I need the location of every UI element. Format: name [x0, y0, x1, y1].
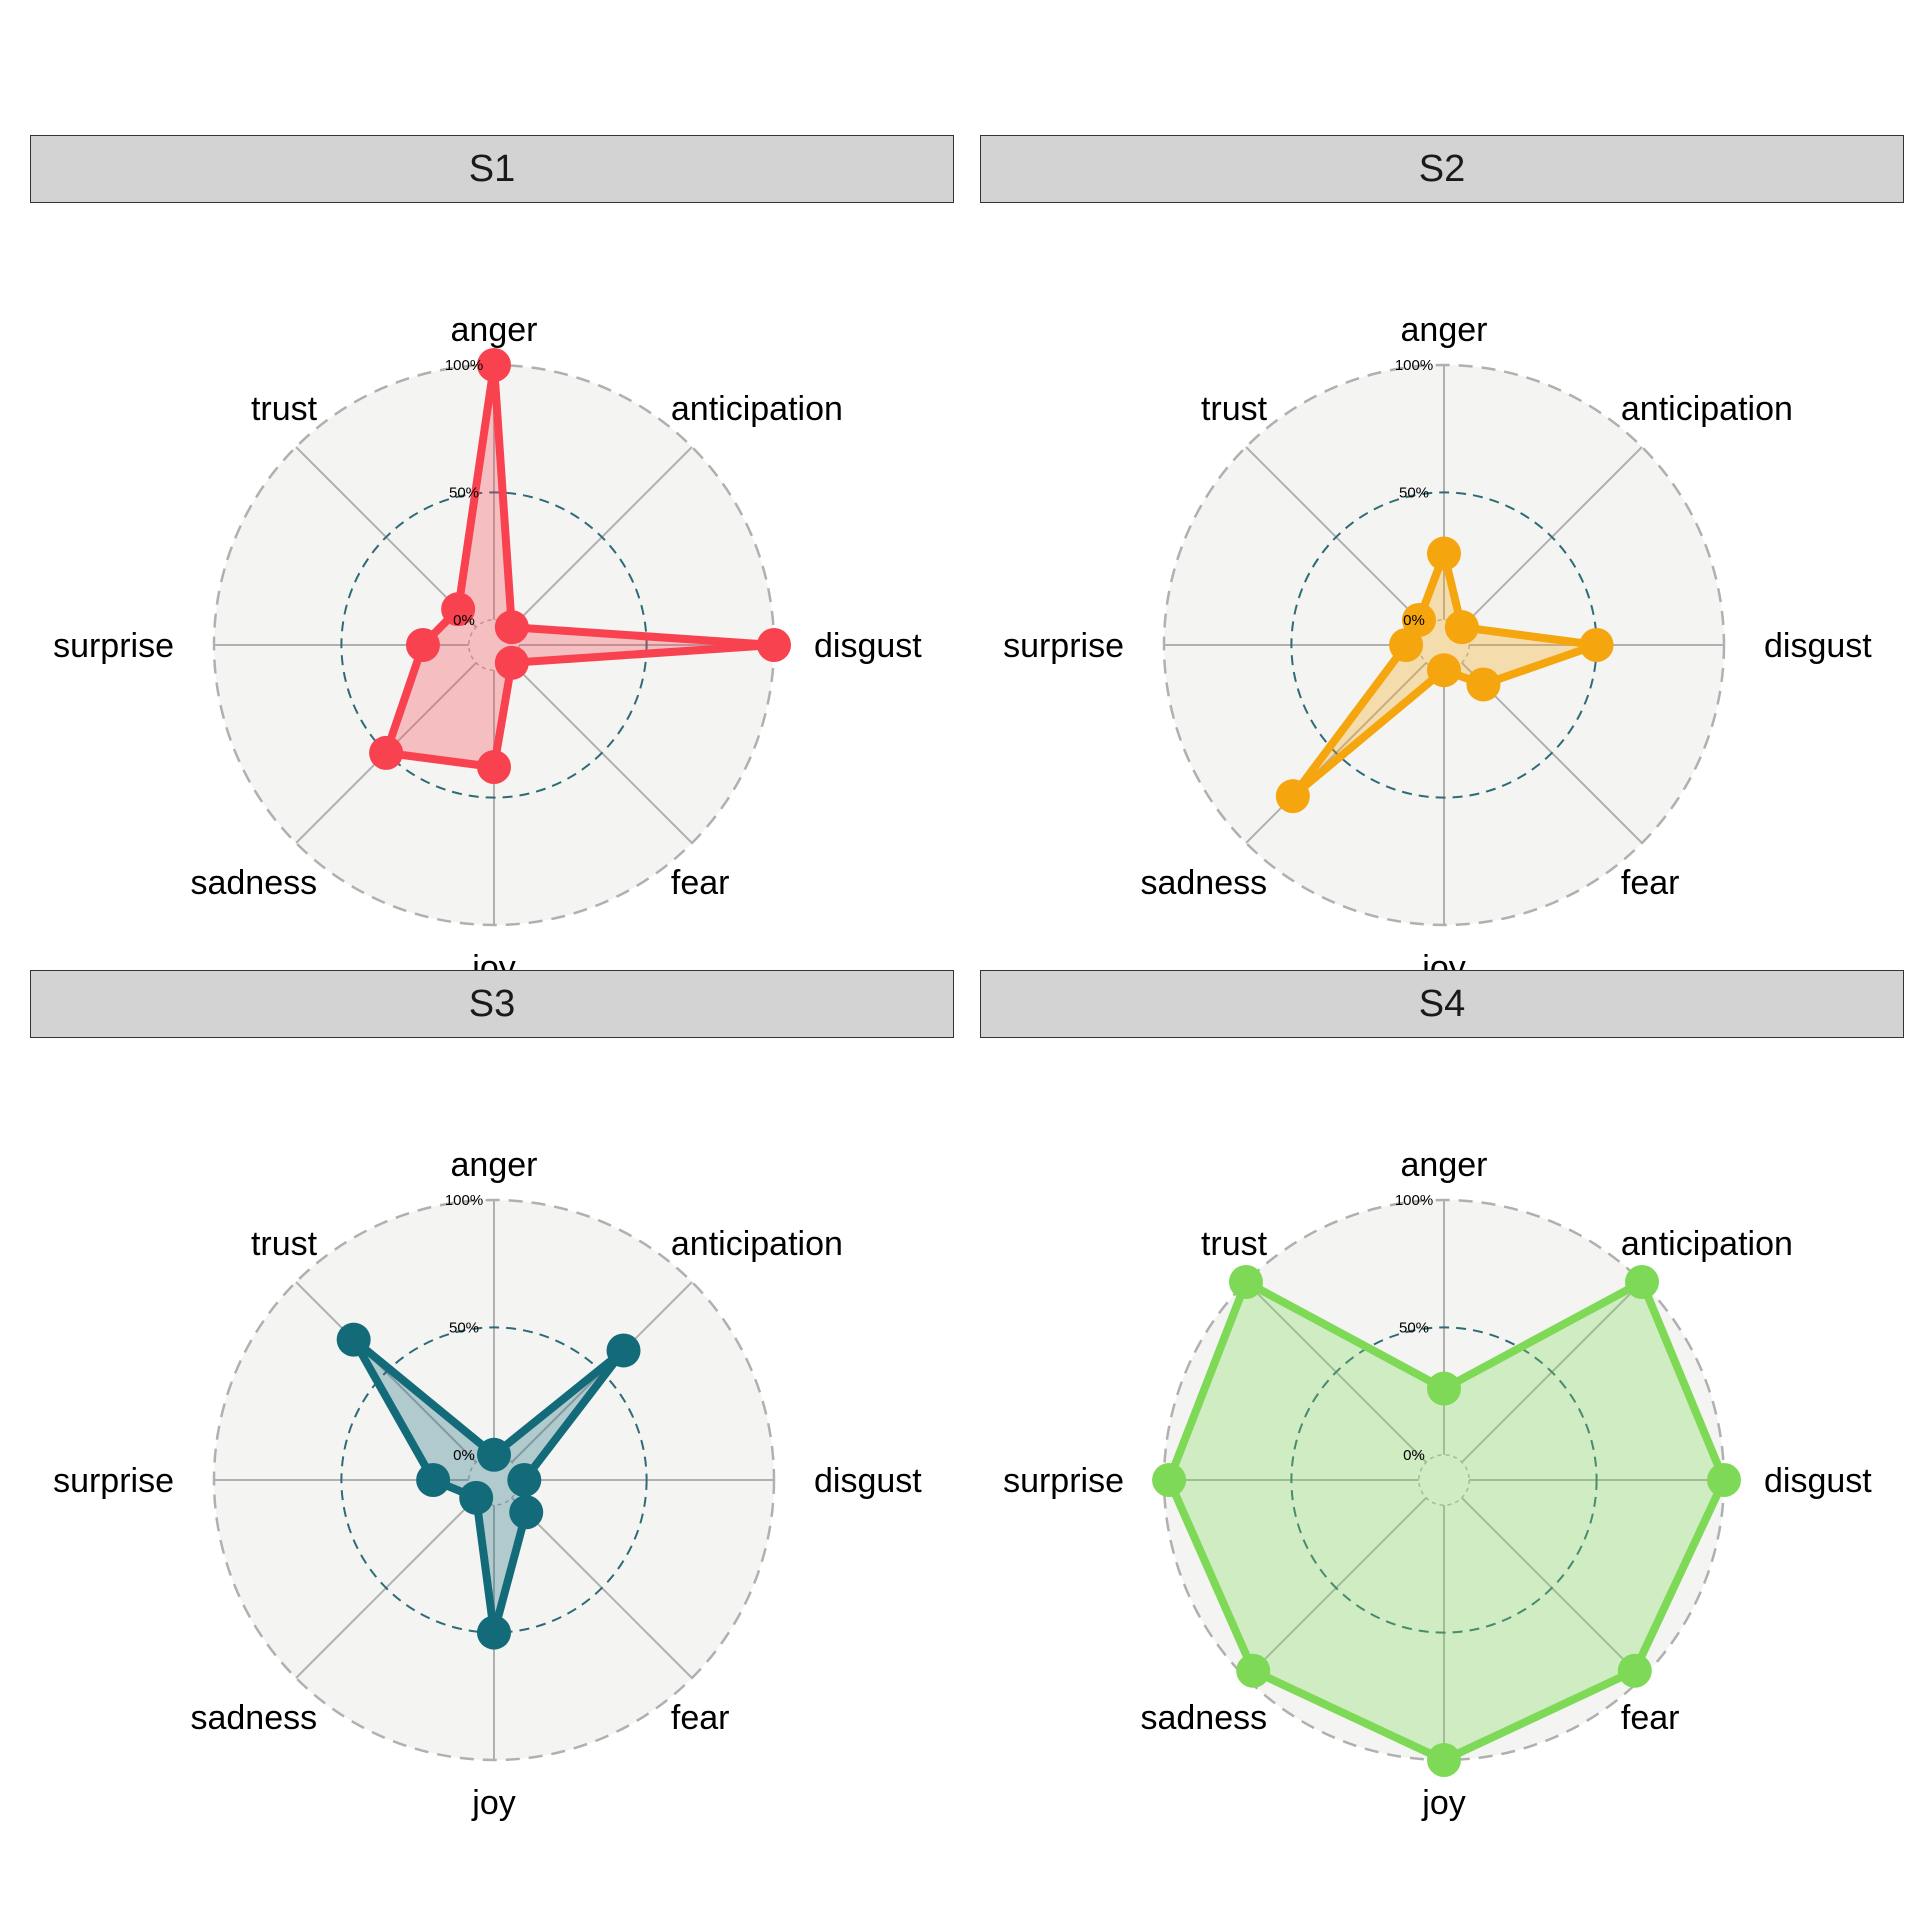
axis-label-trust: trust — [1201, 390, 1268, 428]
facet-title: S2 — [1418, 147, 1466, 190]
axis-label-anticipation: anticipation — [671, 1225, 843, 1263]
axis-label-disgust: disgust — [814, 627, 922, 665]
facet-panel-s1: S1 100% 50% 0% anger anticipation disgust fear… — [30, 135, 972, 987]
data-point — [369, 735, 404, 770]
data-point — [336, 1322, 371, 1357]
facet-strip: S1 — [30, 135, 954, 203]
data-point — [477, 348, 511, 382]
axis-label-surprise: surprise — [53, 1462, 174, 1500]
facet-panel-s2: S2 100% 50% 0% anger anticipation disgust fear… — [980, 135, 1920, 987]
axis-label-anger: anger — [1401, 1146, 1488, 1184]
data-point — [1617, 1653, 1652, 1688]
radial-tick-label: 100% — [445, 1192, 483, 1209]
data-point — [1152, 1463, 1187, 1497]
data-point — [1579, 628, 1614, 662]
facet-panel-s3: S3 100% 50% 0% anger anticipation disgust fear… — [30, 970, 972, 1822]
data-point — [1427, 653, 1461, 688]
grid-ring-100 — [1162, 363, 1726, 927]
axis-label-sadness: sadness — [190, 864, 317, 902]
data-point — [441, 592, 476, 627]
data-point — [477, 1615, 511, 1650]
axis-label-fear: fear — [671, 1699, 730, 1737]
grid-ring-50 — [1290, 1326, 1598, 1634]
data-point — [509, 1495, 544, 1530]
facet-panel-s4: S4 100% 50% 0% anger anticipation disgust fear… — [980, 970, 1920, 1822]
radial-tick-label: 100% — [1395, 1192, 1433, 1209]
axis-label-disgust: disgust — [1764, 1462, 1872, 1500]
radial-tick-label: 50% — [1399, 1319, 1429, 1336]
data-point — [1229, 1265, 1264, 1300]
radial-tick-label: 50% — [449, 484, 479, 501]
axis-label-disgust: disgust — [814, 1462, 922, 1500]
axis-label-joy: joy — [1421, 1784, 1465, 1822]
axis-label-surprise: surprise — [1003, 627, 1124, 665]
axis-label-anger: anger — [451, 1146, 538, 1184]
data-point — [459, 1480, 494, 1515]
data-point — [507, 1463, 542, 1497]
axis-label-surprise: surprise — [1003, 1462, 1124, 1500]
radar-chart: 100% 50% 0% anger anticipation disgust fear joy… — [53, 1146, 922, 1822]
grid-ring-0 — [468, 619, 520, 671]
axis-label-joy: joy — [471, 1784, 515, 1822]
radial-tick-label: 50% — [449, 1319, 479, 1336]
axis-label-anticipation: anticipation — [1621, 390, 1793, 428]
axis-label-trust: trust — [251, 390, 318, 428]
grid-ring-0 — [1418, 1454, 1470, 1506]
radial-tick-label: 100% — [1395, 357, 1433, 374]
axis-label-anticipation: anticipation — [671, 390, 843, 428]
axis-label-disgust: disgust — [1764, 627, 1872, 665]
data-point — [494, 645, 529, 680]
axis-label-anticipation: anticipation — [1621, 1225, 1793, 1263]
axis-label-anger: anger — [451, 311, 538, 349]
axis-label-anger: anger — [1401, 311, 1488, 349]
data-point — [1624, 1265, 1659, 1300]
axis-label-trust: trust — [1201, 1225, 1268, 1263]
radar-chart: 100% 50% 0% anger anticipation disgust fear joy… — [1003, 1146, 1872, 1822]
data-point — [477, 1437, 511, 1472]
grid-ring-0 — [1418, 619, 1470, 671]
data-point — [606, 1333, 641, 1368]
facet-strip: S3 — [30, 970, 954, 1038]
axis-label-sadness: sadness — [1140, 864, 1267, 902]
radial-tick-label: 0% — [453, 1447, 475, 1464]
data-point — [1444, 610, 1479, 645]
data-point — [1427, 1743, 1461, 1777]
axis-label-fear: fear — [1621, 1699, 1680, 1737]
data-point — [1236, 1653, 1271, 1688]
radar-chart: 100%50%0%angeranticipationdisgustfearjoy… — [1003, 311, 1872, 987]
data-point — [1427, 1371, 1461, 1406]
axis-label-fear: fear — [671, 864, 730, 902]
axis-label-sadness: sadness — [190, 1699, 317, 1737]
data-point — [1707, 1463, 1741, 1497]
axis-label-surprise: surprise — [53, 627, 174, 665]
data-point — [757, 628, 791, 662]
axis-label-trust: trust — [251, 1225, 318, 1263]
data-point — [494, 610, 529, 645]
axis-label-sadness: sadness — [1140, 1699, 1267, 1737]
facet-strip: S4 — [980, 970, 1904, 1038]
data-point — [1275, 779, 1310, 814]
axis-label-fear: fear — [1621, 864, 1680, 902]
radial-tick-label: 100% — [445, 357, 483, 374]
data-point — [405, 628, 440, 662]
radial-tick-label: 0% — [1403, 1447, 1425, 1464]
data-point — [1389, 628, 1424, 662]
grid-ring-50 — [340, 491, 648, 799]
facet-title: S1 — [468, 147, 516, 190]
data-point — [1427, 536, 1461, 571]
facet-strip: S2 — [980, 135, 1904, 203]
data-point — [416, 1463, 451, 1497]
radial-tick-label: 0% — [1403, 612, 1425, 629]
data-point — [1401, 602, 1436, 637]
radial-tick-label: 50% — [1399, 484, 1429, 501]
facet-title: S3 — [468, 982, 516, 1025]
grid-ring-100 — [212, 1198, 776, 1762]
radial-tick-label: 0% — [453, 612, 475, 629]
data-point — [1466, 667, 1501, 702]
facet-title: S4 — [1418, 982, 1466, 1025]
radar-chart: 100%50%0%angeranticipationdisgustfearjoy… — [53, 311, 922, 987]
data-point — [477, 750, 511, 785]
